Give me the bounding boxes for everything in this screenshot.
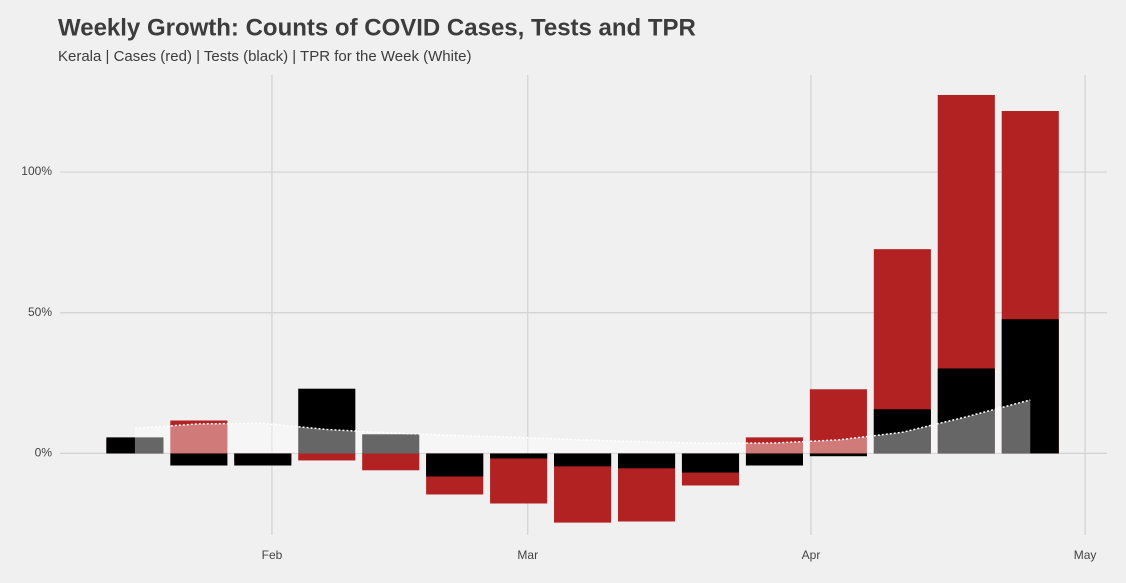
bar bbox=[490, 453, 548, 504]
y-tick-label: 50% bbox=[28, 305, 52, 319]
bar bbox=[617, 453, 676, 469]
bar bbox=[873, 409, 931, 454]
x-tick-label: Mar bbox=[517, 548, 538, 562]
x-tick-label: May bbox=[1074, 548, 1097, 562]
bar bbox=[426, 453, 484, 477]
bar bbox=[745, 453, 803, 466]
bar bbox=[809, 453, 867, 457]
bar bbox=[362, 434, 420, 454]
bar bbox=[1001, 319, 1059, 454]
bar bbox=[170, 420, 228, 454]
bar bbox=[554, 453, 612, 467]
bar bbox=[170, 453, 228, 466]
bar bbox=[490, 453, 548, 459]
bar bbox=[106, 437, 164, 454]
chart-title: Weekly Growth: Counts of COVID Cases, Te… bbox=[58, 14, 696, 41]
bar bbox=[745, 437, 803, 454]
y-tick-label: 100% bbox=[21, 164, 52, 178]
y-tick-label: 0% bbox=[35, 446, 53, 460]
bar bbox=[298, 453, 356, 461]
x-tick-label: Apr bbox=[802, 548, 821, 562]
bar bbox=[362, 453, 420, 471]
tpr-area bbox=[134, 399, 1031, 454]
bar bbox=[681, 453, 740, 473]
chart-subtitle: Kerala | Cases (red) | Tests (black) | T… bbox=[58, 48, 471, 65]
bar bbox=[937, 368, 995, 454]
bar bbox=[809, 389, 867, 454]
bar bbox=[234, 453, 292, 466]
tpr-line bbox=[134, 399, 1031, 445]
bar bbox=[298, 388, 356, 454]
x-tick-label: Feb bbox=[262, 548, 283, 562]
